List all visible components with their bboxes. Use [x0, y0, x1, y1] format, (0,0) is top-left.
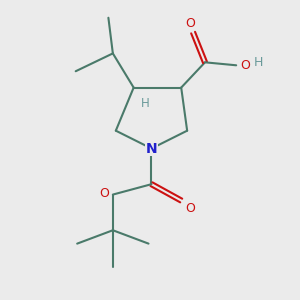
Text: N: N [146, 142, 157, 155]
Text: O: O [99, 187, 109, 200]
Text: H: H [254, 56, 263, 69]
Text: O: O [185, 17, 195, 30]
Text: O: O [240, 59, 250, 72]
Text: H: H [141, 98, 150, 110]
Text: O: O [185, 202, 195, 215]
